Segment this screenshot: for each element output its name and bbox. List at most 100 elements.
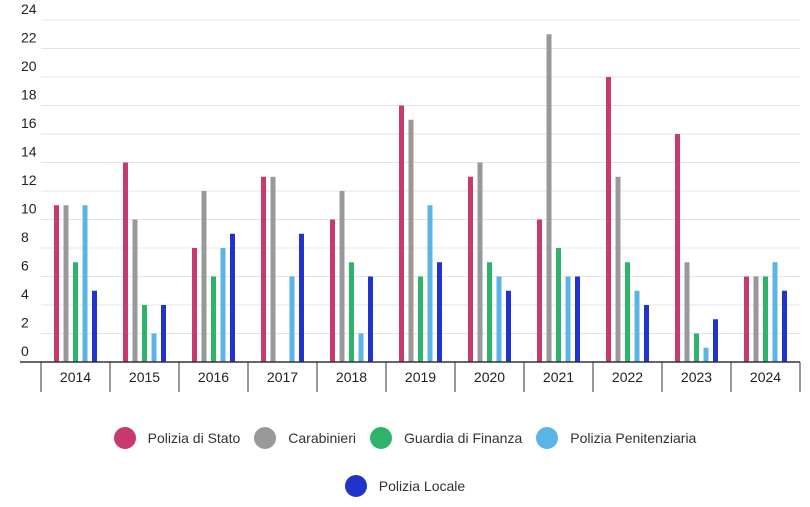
bar[interactable] (211, 276, 216, 363)
legend-row-1: Polizia di Stato Carabinieri Guardia di … (0, 427, 810, 449)
y-tick-label: 2 (21, 315, 29, 331)
x-tick-label: 2014 (60, 369, 91, 385)
x-tick-label: 2022 (612, 369, 643, 385)
bar[interactable] (634, 290, 640, 362)
bar[interactable] (408, 119, 414, 362)
bar[interactable] (506, 290, 511, 362)
bar[interactable] (192, 248, 197, 362)
legend-label: Guardia di Finanza (403, 430, 523, 446)
bar[interactable] (151, 333, 157, 363)
legend-row-2: Polizia Locale (0, 475, 810, 497)
bar[interactable] (270, 176, 276, 362)
y-tick-label: 6 (21, 258, 29, 274)
bar[interactable] (230, 233, 235, 362)
y-tick-label: 22 (21, 30, 37, 46)
x-tick-label: 2017 (267, 369, 298, 385)
bar[interactable] (82, 205, 88, 362)
x-tick-label: 2019 (405, 369, 436, 385)
bar[interactable] (54, 205, 59, 362)
bar[interactable] (772, 262, 778, 362)
bar[interactable] (63, 205, 69, 362)
bar[interactable] (349, 262, 354, 362)
bar[interactable] (537, 219, 542, 363)
bar[interactable] (468, 176, 473, 362)
bar[interactable] (575, 276, 580, 363)
legend-swatch (344, 475, 367, 497)
bar[interactable] (713, 319, 718, 362)
legend-swatch (113, 427, 136, 449)
bar[interactable] (782, 290, 787, 362)
bar[interactable] (615, 176, 621, 362)
y-tick-label: 24 (21, 1, 37, 17)
y-tick-label: 16 (21, 115, 37, 131)
y-tick-label: 18 (21, 87, 37, 103)
y-tick-label: 8 (21, 229, 29, 245)
legend-swatch (536, 427, 559, 449)
x-tick-label: 2021 (543, 369, 574, 385)
bar[interactable] (546, 34, 552, 362)
bar[interactable] (427, 205, 433, 362)
bar[interactable] (744, 276, 749, 363)
x-tick-label: 2018 (336, 369, 367, 385)
legend-item-polizia-di-stato[interactable]: Polizia di Stato (113, 427, 241, 449)
bar[interactable] (684, 262, 690, 362)
bars (54, 34, 787, 362)
bar[interactable] (437, 262, 442, 362)
bar[interactable] (358, 333, 364, 363)
legend-label: Polizia Locale (378, 478, 466, 494)
bar[interactable] (161, 305, 166, 362)
legend-item-guardia-di-finanza[interactable]: Guardia di Finanza (369, 427, 523, 449)
bar[interactable] (132, 219, 138, 363)
bar[interactable] (289, 276, 295, 363)
bar[interactable] (123, 162, 128, 363)
legend-item-polizia-penitenziaria[interactable]: Polizia Penitenziaria (536, 427, 696, 449)
y-tick-label: 14 (21, 144, 37, 160)
y-tick-label: 10 (21, 201, 37, 217)
legend-item-polizia-locale[interactable]: Polizia Locale (344, 475, 466, 497)
bar[interactable] (565, 276, 571, 363)
bar[interactable] (675, 134, 680, 362)
bar[interactable] (92, 290, 97, 362)
bar[interactable] (556, 248, 561, 362)
bar[interactable] (368, 276, 373, 363)
bar[interactable] (73, 262, 78, 362)
bar[interactable] (644, 305, 649, 362)
x-axis (20, 361, 801, 392)
x-tick-label: 2023 (681, 369, 712, 385)
legend-label: Polizia Penitenziaria (570, 430, 697, 446)
bar[interactable] (299, 233, 304, 362)
legend-label: Polizia di Stato (147, 430, 241, 446)
y-tick-label: 0 (21, 343, 29, 359)
bar[interactable] (487, 262, 492, 362)
bar[interactable] (261, 176, 266, 362)
x-tick-label: 2015 (129, 369, 160, 385)
bar[interactable] (201, 191, 207, 362)
bar[interactable] (763, 276, 768, 363)
bar[interactable] (418, 276, 423, 363)
y-tick-label: 12 (21, 172, 37, 188)
bar[interactable] (625, 262, 630, 362)
x-tick-label: 2024 (750, 369, 781, 385)
legend-swatch (369, 427, 392, 449)
bar[interactable] (220, 248, 226, 362)
bar[interactable] (694, 333, 699, 363)
bar[interactable] (753, 276, 759, 363)
bar[interactable] (339, 191, 345, 362)
legend-swatch (254, 427, 277, 449)
bar[interactable] (330, 219, 335, 363)
bar[interactable] (399, 105, 404, 363)
grid-lines (41, 19, 800, 334)
bar[interactable] (496, 276, 502, 363)
bar[interactable] (142, 305, 147, 362)
x-tick-label: 2020 (474, 369, 505, 385)
y-tick-label: 20 (21, 58, 37, 74)
legend-item-carabinieri[interactable]: Carabinieri (254, 427, 356, 449)
bar[interactable] (703, 347, 709, 362)
y-tick-label: 4 (21, 286, 29, 302)
bar[interactable] (606, 77, 611, 362)
x-axis-tick-labels: 2014 2015 2016 2017 2018 2019 2020 2021 2022 2023… (60, 369, 781, 385)
bar[interactable] (477, 162, 483, 363)
legend-label: Carabinieri (288, 430, 356, 446)
